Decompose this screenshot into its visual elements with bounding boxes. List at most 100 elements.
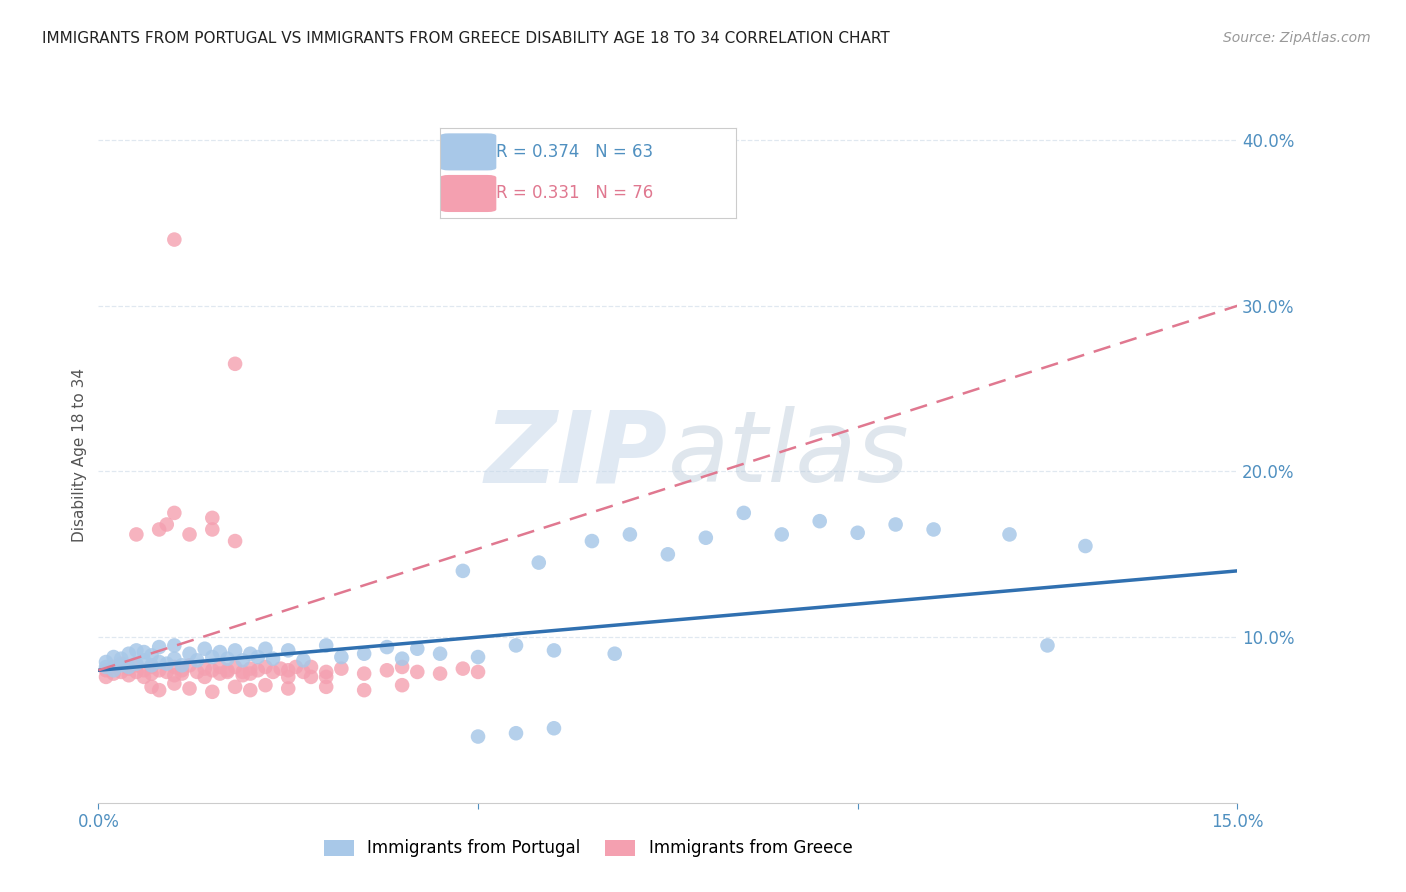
Point bbox=[224, 357, 246, 371]
Point bbox=[262, 665, 284, 679]
Point bbox=[125, 657, 148, 671]
Point bbox=[330, 662, 353, 676]
Point bbox=[208, 666, 231, 681]
Point bbox=[657, 547, 679, 561]
Point bbox=[186, 665, 208, 679]
Point bbox=[179, 658, 201, 673]
Point bbox=[103, 666, 125, 681]
Point bbox=[808, 514, 831, 528]
Point bbox=[262, 651, 284, 665]
Point bbox=[277, 670, 299, 684]
Point bbox=[254, 641, 277, 656]
Point bbox=[922, 523, 945, 537]
Point bbox=[277, 643, 299, 657]
Point bbox=[246, 663, 269, 677]
Point bbox=[353, 647, 375, 661]
Point bbox=[277, 681, 299, 696]
Point bbox=[619, 527, 641, 541]
Point bbox=[141, 666, 163, 681]
Text: ZIP: ZIP bbox=[485, 407, 668, 503]
Point bbox=[148, 655, 170, 669]
Point bbox=[391, 678, 413, 692]
Point bbox=[239, 666, 262, 681]
Point bbox=[94, 660, 117, 674]
Point bbox=[186, 653, 208, 667]
Point bbox=[163, 660, 186, 674]
Point bbox=[148, 523, 170, 537]
Point bbox=[179, 647, 201, 661]
Point bbox=[315, 680, 337, 694]
Point bbox=[330, 650, 353, 665]
Point bbox=[375, 640, 398, 654]
Point bbox=[170, 658, 193, 673]
Text: atlas: atlas bbox=[668, 407, 910, 503]
Point bbox=[353, 666, 375, 681]
Point bbox=[132, 670, 155, 684]
Point bbox=[292, 665, 315, 679]
Point bbox=[284, 660, 307, 674]
Point bbox=[505, 726, 527, 740]
Point bbox=[110, 657, 132, 671]
Point bbox=[246, 650, 269, 665]
Point bbox=[770, 527, 793, 541]
Point bbox=[733, 506, 755, 520]
Point bbox=[148, 663, 170, 677]
Point bbox=[94, 670, 117, 684]
Point bbox=[315, 639, 337, 653]
Point bbox=[254, 678, 277, 692]
Point bbox=[429, 647, 451, 661]
Point bbox=[467, 730, 489, 744]
Point bbox=[217, 665, 239, 679]
Point bbox=[194, 670, 217, 684]
Point bbox=[217, 663, 239, 677]
Point bbox=[141, 660, 163, 674]
Point bbox=[118, 662, 141, 676]
Point bbox=[232, 668, 254, 682]
Text: IMMIGRANTS FROM PORTUGAL VS IMMIGRANTS FROM GREECE DISABILITY AGE 18 TO 34 CORRE: IMMIGRANTS FROM PORTUGAL VS IMMIGRANTS F… bbox=[42, 31, 890, 46]
Point bbox=[125, 643, 148, 657]
Y-axis label: Disability Age 18 to 34: Disability Age 18 to 34 bbox=[72, 368, 87, 542]
Point bbox=[353, 683, 375, 698]
Point bbox=[163, 668, 186, 682]
Point bbox=[467, 665, 489, 679]
Point bbox=[1036, 639, 1059, 653]
Point bbox=[254, 660, 277, 674]
Point bbox=[201, 685, 224, 699]
Point bbox=[110, 651, 132, 665]
Point bbox=[543, 643, 565, 657]
Point bbox=[163, 506, 186, 520]
Point bbox=[163, 651, 186, 665]
Point bbox=[125, 665, 148, 679]
Point bbox=[232, 653, 254, 667]
Point bbox=[163, 676, 186, 690]
Point bbox=[148, 640, 170, 654]
Point bbox=[201, 650, 224, 665]
Point bbox=[201, 523, 224, 537]
Point bbox=[277, 663, 299, 677]
Point bbox=[156, 517, 179, 532]
Point bbox=[315, 665, 337, 679]
Point bbox=[239, 683, 262, 698]
Point bbox=[224, 680, 246, 694]
Point bbox=[156, 657, 179, 671]
Point bbox=[467, 650, 489, 665]
Point bbox=[148, 683, 170, 698]
Point bbox=[94, 663, 117, 677]
Point bbox=[846, 525, 869, 540]
Point bbox=[163, 639, 186, 653]
Point bbox=[543, 721, 565, 735]
Point bbox=[141, 680, 163, 694]
Point bbox=[1074, 539, 1097, 553]
Point bbox=[581, 534, 603, 549]
Point bbox=[391, 651, 413, 665]
Point bbox=[141, 648, 163, 663]
Point bbox=[695, 531, 717, 545]
Point bbox=[998, 527, 1021, 541]
Point bbox=[429, 666, 451, 681]
Point bbox=[156, 665, 179, 679]
Point bbox=[406, 665, 429, 679]
Point bbox=[451, 564, 474, 578]
Point bbox=[406, 641, 429, 656]
Point bbox=[118, 647, 141, 661]
Point bbox=[201, 663, 224, 677]
